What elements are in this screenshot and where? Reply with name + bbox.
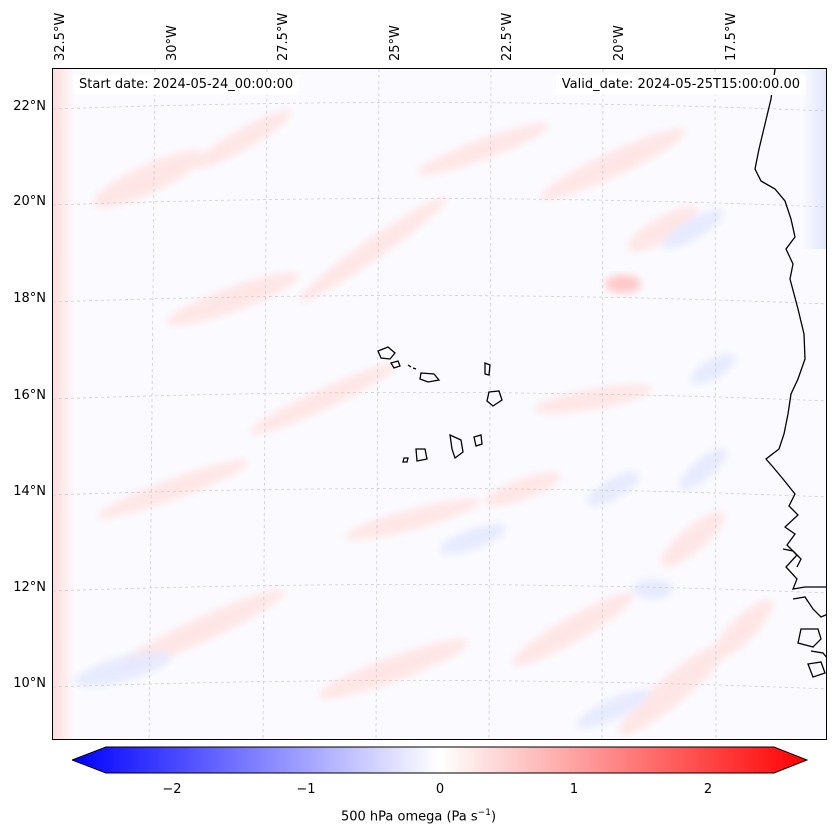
lat-label-10n: 10°N	[13, 676, 46, 691]
islands	[377, 346, 503, 463]
lon-label-27-5w: 27.5°W	[276, 12, 291, 61]
omega-field-map	[53, 69, 826, 739]
lat-label-14n: 14°N	[13, 484, 46, 499]
lat-label-18n: 18°N	[13, 291, 46, 306]
lon-label-20w: 20°W	[612, 25, 627, 61]
valid-date-label: Valid_date: 2024-05-25T15:00:00.00	[555, 75, 806, 95]
left-edge-shading	[53, 69, 75, 739]
lon-label-25w: 25°W	[388, 25, 403, 61]
colorbar	[72, 746, 808, 774]
lat-label-16n: 16°N	[13, 388, 46, 403]
colorbar-tick-minus-2: −2	[162, 782, 182, 797]
colorbar-tick-0: 0	[435, 782, 445, 797]
negative-omega-patches	[74, 209, 736, 729]
colorbar-label: 500 hPa omega (Pa s−1)	[340, 808, 497, 825]
lon-label-17-5w: 17.5°W	[724, 12, 739, 61]
positive-omega-core	[605, 275, 641, 293]
small-islets	[407, 364, 417, 370]
start-date-label: Start date: 2024-05-24_00:00:00	[73, 75, 300, 95]
lon-label-22-5w: 22.5°W	[500, 12, 515, 61]
positive-omega-patches	[93, 110, 773, 736]
map-panel[interactable]: Start date: 2024-05-24_00:00:00 Valid_da…	[52, 68, 827, 740]
colorbar-tick-1: 1	[569, 782, 579, 797]
lat-label-12n: 12°N	[13, 580, 46, 595]
colorbar-tick-2: 2	[703, 782, 713, 797]
right-edge-shading	[801, 69, 826, 249]
graticule	[53, 69, 826, 739]
lat-label-20n: 20°N	[13, 194, 46, 209]
colorbar-gradient	[72, 746, 808, 774]
coastline	[754, 69, 826, 678]
lat-label-22n: 22°N	[13, 99, 46, 114]
lon-label-30w: 30°W	[165, 25, 180, 61]
colorbar-tick-minus-1: −1	[296, 782, 316, 797]
lon-label-32-5w: 32.5°W	[53, 12, 68, 61]
